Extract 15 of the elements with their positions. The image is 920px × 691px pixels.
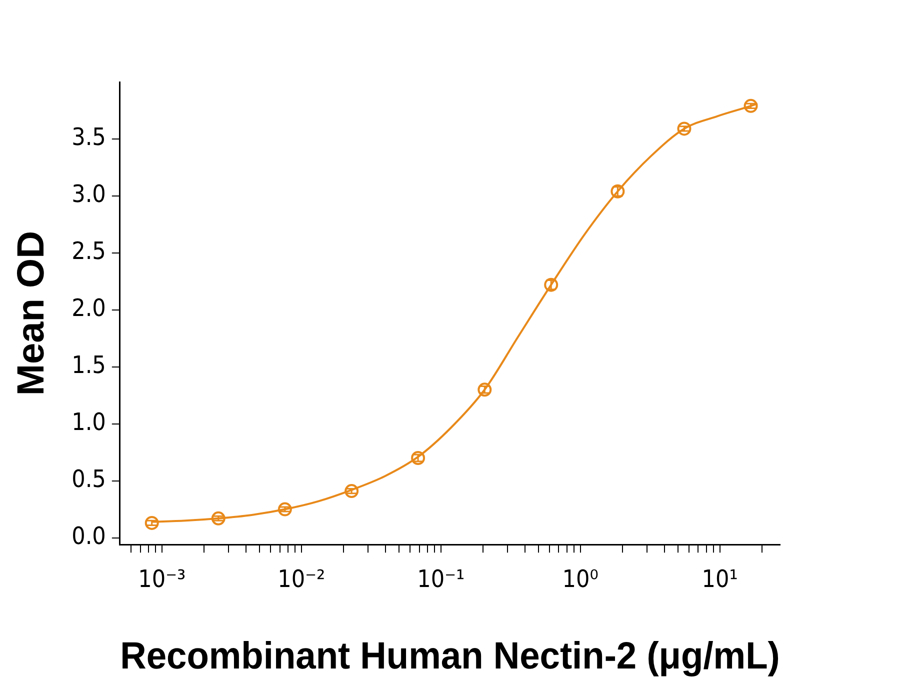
y-tick-label: 3.5 <box>72 123 106 152</box>
x-axis-title: Recombinant Human Nectin-2 (μg/mL) <box>120 634 780 677</box>
y-tick-label: 1.5 <box>72 351 106 380</box>
x-tick-label: 10⁻² <box>278 565 326 594</box>
y-tick-label: 0.5 <box>72 465 106 494</box>
y-tick-label: 1.0 <box>72 408 106 436</box>
y-tick-label: 0.0 <box>72 522 106 550</box>
x-tick-label: 10⁻¹ <box>417 565 465 594</box>
x-tick-label: 10⁰ <box>562 565 598 594</box>
x-tick-label: 10⁻³ <box>138 565 186 594</box>
y-tick-label: 3.0 <box>72 180 106 208</box>
y-tick-label: 2.0 <box>72 294 106 322</box>
x-tick-label: 10¹ <box>702 565 738 594</box>
y-tick-label: 2.5 <box>72 237 106 266</box>
y-axis-title: Mean OD <box>10 230 52 396</box>
